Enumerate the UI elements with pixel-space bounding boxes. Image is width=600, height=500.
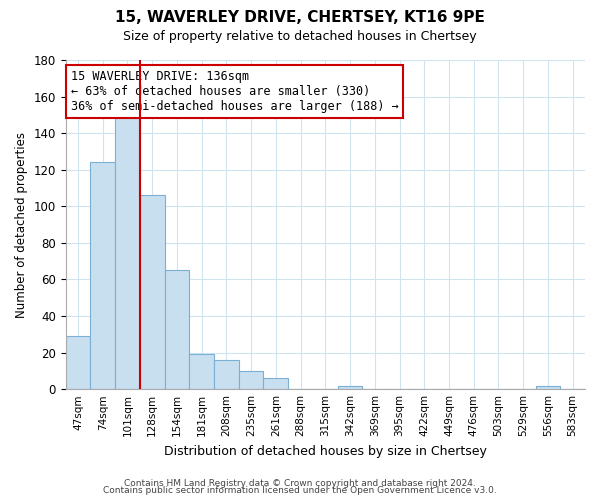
- Y-axis label: Number of detached properties: Number of detached properties: [15, 132, 28, 318]
- X-axis label: Distribution of detached houses by size in Chertsey: Distribution of detached houses by size …: [164, 444, 487, 458]
- Bar: [239, 371, 263, 389]
- Text: Contains public sector information licensed under the Open Government Licence v3: Contains public sector information licen…: [103, 486, 497, 495]
- Bar: [91, 162, 115, 389]
- Bar: [190, 354, 214, 389]
- Bar: [536, 386, 560, 389]
- Bar: [65, 336, 91, 389]
- Bar: [338, 386, 362, 389]
- Bar: [115, 115, 140, 389]
- Bar: [263, 378, 288, 389]
- Text: 15 WAVERLEY DRIVE: 136sqm
← 63% of detached houses are smaller (330)
36% of semi: 15 WAVERLEY DRIVE: 136sqm ← 63% of detac…: [71, 70, 398, 113]
- Bar: [164, 270, 190, 389]
- Bar: [140, 196, 164, 389]
- Text: Size of property relative to detached houses in Chertsey: Size of property relative to detached ho…: [123, 30, 477, 43]
- Bar: [214, 360, 239, 389]
- Text: 15, WAVERLEY DRIVE, CHERTSEY, KT16 9PE: 15, WAVERLEY DRIVE, CHERTSEY, KT16 9PE: [115, 10, 485, 25]
- Text: Contains HM Land Registry data © Crown copyright and database right 2024.: Contains HM Land Registry data © Crown c…: [124, 478, 476, 488]
